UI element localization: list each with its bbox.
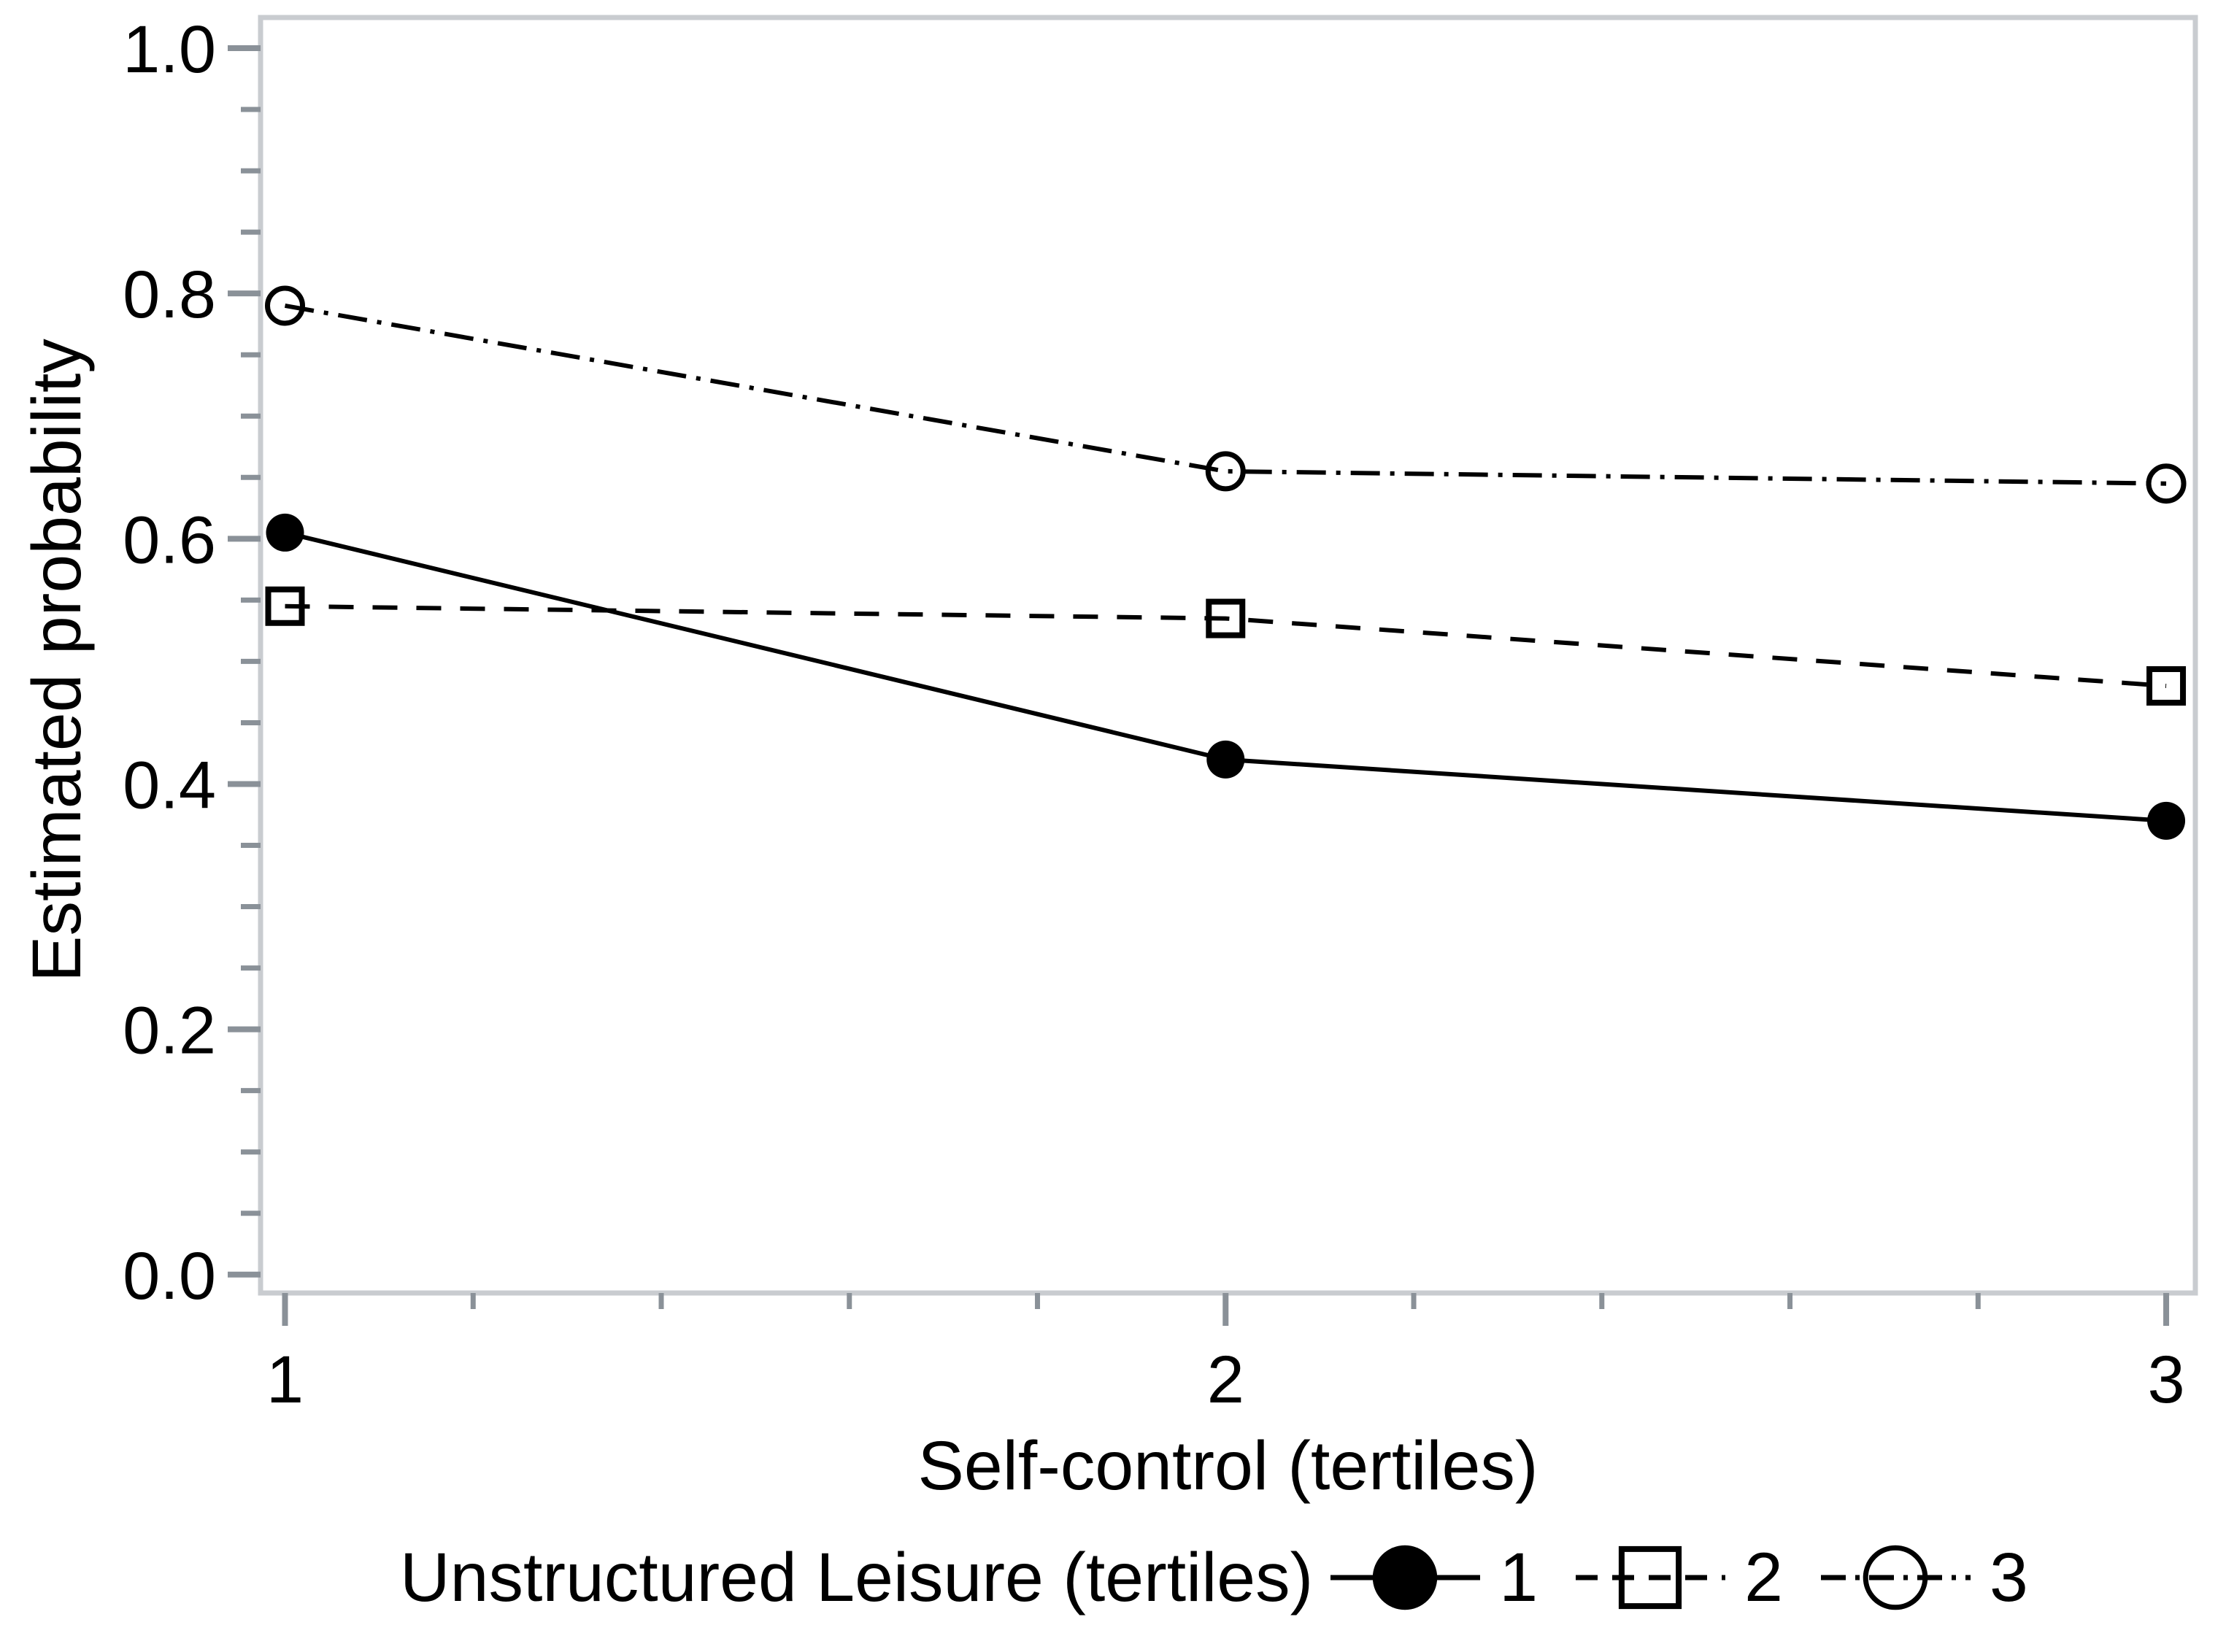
data-point-marker-open-circle [2146, 463, 2187, 504]
legend-item-label: 1 [1499, 1538, 1538, 1616]
legend-swatch-filled-circle-icon [1330, 1545, 1481, 1610]
legend-item-tertile-2: 2 [1576, 1533, 1821, 1622]
y-axis-title: Estimated probability [18, 339, 96, 982]
legend-swatch-open-square-icon [1576, 1545, 1726, 1610]
data-point-marker-filled-circle [1206, 740, 1245, 779]
data-point-marker-filled-circle [2147, 801, 2186, 840]
series-line-2 [285, 603, 2167, 689]
data-point-marker-open-circle [1863, 1545, 1928, 1610]
data-point-marker-filled-circle [266, 513, 304, 552]
data-point-marker-open-circle [1205, 451, 1246, 492]
data-point-marker-open-square [1619, 1545, 1682, 1610]
y-tick-label: 0.4 [123, 748, 216, 822]
y-tick-label: 1.0 [123, 12, 216, 87]
x-tick-label: 1 [266, 1343, 304, 1417]
data-point-marker-open-square [2146, 666, 2187, 706]
data-point-marker-filled-circle [1373, 1545, 1438, 1610]
data-point-marker-open-circle [265, 285, 306, 326]
data-point-marker-open-square [1206, 598, 1246, 638]
chart-legend: Unstructured Leisure (tertiles) 1 2 3 [400, 1528, 2028, 1627]
y-tick-label: 0.6 [123, 503, 216, 577]
y-tick-label: 0.8 [123, 258, 216, 332]
legend-item-tertile-1: 1 [1330, 1533, 1576, 1622]
legend-item-label: 3 [1989, 1538, 2028, 1616]
legend-item-tertile-3: 3 [1820, 1533, 2028, 1622]
x-tick-label: 3 [2147, 1343, 2184, 1417]
y-tick-label: 0.2 [123, 994, 216, 1068]
legend-item-label: 2 [1744, 1538, 1783, 1616]
series-line-3 [284, 304, 2167, 486]
legend-swatch-open-circle-icon [1820, 1545, 1971, 1610]
y-tick-label: 0.0 [123, 1239, 216, 1313]
x-axis-title: Self-control (tertiles) [917, 1427, 1538, 1505]
legend-title: Unstructured Leisure (tertiles) [400, 1538, 1314, 1616]
x-tick-label: 2 [1207, 1343, 1244, 1417]
data-point-marker-open-square [265, 586, 305, 626]
plot-border [258, 15, 2198, 1296]
